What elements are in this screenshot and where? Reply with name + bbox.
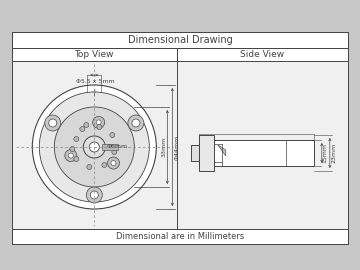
Circle shape <box>86 187 102 203</box>
Circle shape <box>93 116 105 128</box>
Text: 15mm: 15mm <box>323 143 328 163</box>
Circle shape <box>102 163 107 167</box>
Circle shape <box>39 92 149 202</box>
Text: Side View: Side View <box>240 50 284 59</box>
Circle shape <box>74 137 79 141</box>
Circle shape <box>112 150 117 154</box>
Text: 23mm: 23mm <box>332 143 337 163</box>
Circle shape <box>74 157 79 161</box>
Text: Φ5.5 x 5mm: Φ5.5 x 5mm <box>76 79 115 96</box>
Text: Top View: Top View <box>75 50 114 59</box>
Bar <box>199 135 214 171</box>
Bar <box>199 140 314 166</box>
Circle shape <box>111 161 116 166</box>
Circle shape <box>87 164 92 170</box>
Circle shape <box>96 120 101 125</box>
Circle shape <box>110 133 115 137</box>
Circle shape <box>128 115 144 131</box>
Circle shape <box>49 119 57 127</box>
Polygon shape <box>218 145 226 156</box>
Circle shape <box>68 153 73 158</box>
Circle shape <box>84 123 89 127</box>
Circle shape <box>108 157 120 169</box>
Bar <box>102 144 118 150</box>
Text: 33mm: 33mm <box>161 137 166 157</box>
Circle shape <box>83 136 105 158</box>
Circle shape <box>45 115 61 131</box>
Circle shape <box>54 107 134 187</box>
Circle shape <box>70 147 75 151</box>
Text: Dimensional are in Millimeters: Dimensional are in Millimeters <box>116 232 244 241</box>
Text: Φ44mm: Φ44mm <box>174 134 179 160</box>
Bar <box>12 229 348 244</box>
Circle shape <box>97 124 102 130</box>
Circle shape <box>80 127 85 131</box>
Circle shape <box>90 191 98 199</box>
Bar <box>12 48 177 61</box>
Bar <box>191 145 199 161</box>
Bar <box>177 48 348 61</box>
Circle shape <box>65 150 77 161</box>
Circle shape <box>32 85 156 209</box>
Text: Dimensional Drawing: Dimensional Drawing <box>128 35 232 45</box>
Circle shape <box>132 119 140 127</box>
Text: Φ6mm: Φ6mm <box>106 143 127 148</box>
Bar <box>12 32 348 48</box>
Circle shape <box>89 142 99 152</box>
Bar <box>12 32 348 244</box>
